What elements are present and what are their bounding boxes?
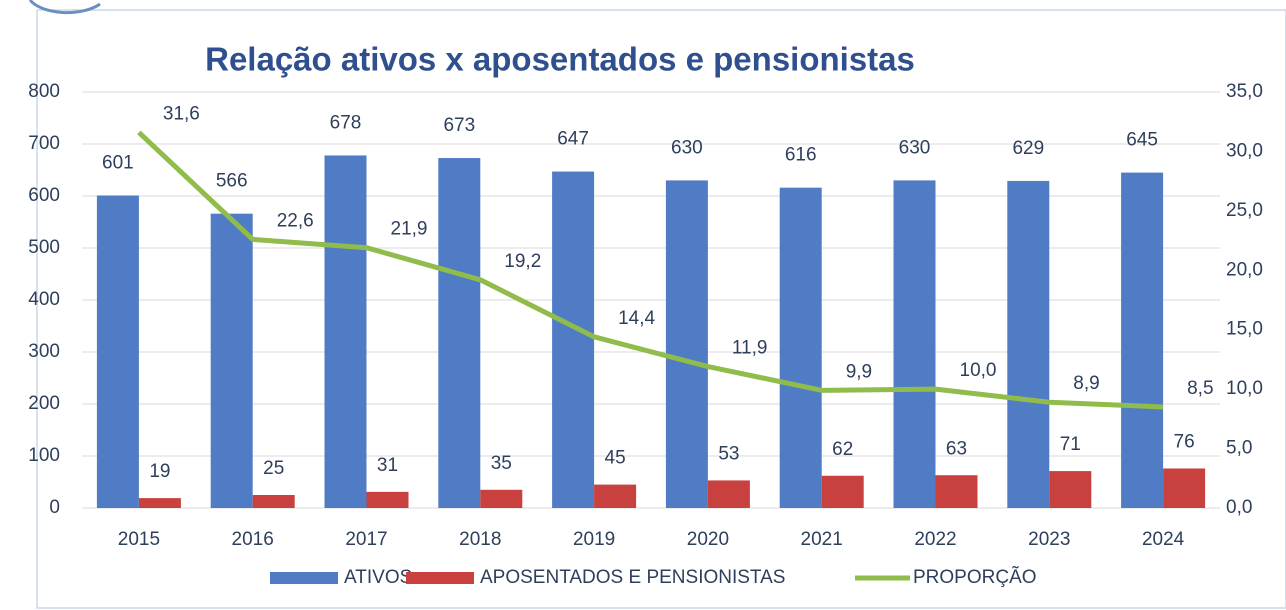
chart-frame — [36, 9, 1286, 609]
logo — [28, 0, 101, 15]
data-label: 76 — [1174, 431, 1195, 452]
x-tick-label: 2020 — [687, 529, 729, 550]
x-tick-label: 2017 — [345, 529, 387, 550]
bar — [594, 484, 637, 508]
data-label: 10,0 — [960, 360, 997, 381]
data-label: 678 — [330, 112, 362, 133]
data-label: 19,2 — [504, 251, 541, 272]
bar — [665, 180, 708, 508]
data-label: 616 — [785, 145, 817, 166]
y2-tick-label: 20,0 — [1226, 259, 1263, 280]
bar — [779, 187, 822, 508]
bar — [138, 498, 181, 508]
data-label: 14,4 — [618, 308, 655, 329]
x-tick-label: 2022 — [914, 529, 956, 550]
y2-tick-label: 25,0 — [1226, 200, 1263, 221]
x-tick-label: 2019 — [573, 529, 615, 550]
data-label: 19 — [149, 461, 170, 482]
bar — [1121, 172, 1164, 508]
y2-tick-label: 0,0 — [1226, 497, 1252, 518]
bar — [552, 171, 595, 508]
x-tick-label: 2018 — [459, 529, 501, 550]
data-label: 673 — [443, 115, 475, 136]
y-tick-label: 400 — [28, 289, 60, 310]
data-label: 22,6 — [277, 210, 314, 231]
y-tick-label: 600 — [28, 185, 60, 206]
data-label: 31 — [377, 455, 398, 476]
bar — [1163, 468, 1206, 508]
data-label: 630 — [671, 137, 703, 158]
data-label: 62 — [832, 439, 853, 460]
legend-swatch — [270, 572, 338, 584]
y-tick-label: 300 — [28, 341, 60, 362]
bar — [210, 213, 253, 508]
bar — [252, 495, 295, 508]
legend-label: PROPORÇÃO — [913, 566, 1037, 588]
data-label: 647 — [557, 129, 589, 150]
data-label: 566 — [216, 171, 248, 192]
x-tick-label: 2024 — [1142, 529, 1185, 550]
legend-label: APOSENTADOS E PENSIONISTAS — [480, 567, 785, 588]
data-label: 629 — [1012, 138, 1044, 159]
data-label: 8,9 — [1073, 373, 1099, 394]
data-label: 11,9 — [732, 338, 768, 359]
bar — [1007, 180, 1050, 509]
y2-tick-label: 30,0 — [1226, 140, 1263, 161]
y-tick-label: 100 — [28, 445, 60, 466]
y-tick-label: 0 — [49, 497, 60, 518]
chart-title: Relação ativos x aposentados e pensionis… — [205, 41, 915, 78]
bar — [1049, 471, 1092, 508]
data-label: 71 — [1060, 434, 1081, 455]
y-tick-label: 800 — [28, 81, 60, 102]
data-label: 9,9 — [846, 361, 872, 382]
bar — [324, 155, 367, 508]
y-tick-label: 500 — [28, 237, 60, 258]
legend-label: ATIVOS — [344, 567, 412, 588]
data-label: 31,6 — [163, 103, 200, 124]
data-label: 35 — [491, 453, 512, 474]
x-tick-label: 2023 — [1028, 529, 1070, 550]
bar — [480, 489, 523, 508]
data-label: 601 — [102, 152, 134, 173]
bar — [96, 195, 139, 509]
y2-tick-label: 5,0 — [1226, 438, 1252, 459]
y2-tick-label: 35,0 — [1226, 81, 1263, 102]
legend-swatch — [406, 572, 474, 584]
line — [137, 130, 1164, 410]
y-tick-label: 200 — [28, 393, 60, 414]
bar — [935, 475, 978, 508]
bar — [438, 158, 481, 509]
x-tick-label: 2015 — [118, 529, 160, 550]
data-label: 63 — [946, 438, 967, 459]
x-tick-label: 2021 — [801, 529, 843, 550]
data-label: 53 — [718, 443, 739, 464]
y2-tick-label: 15,0 — [1226, 319, 1263, 340]
data-label: 25 — [263, 458, 284, 479]
data-label: 645 — [1126, 130, 1158, 151]
bar — [821, 475, 864, 508]
data-label: 45 — [605, 448, 626, 469]
bar — [893, 180, 936, 508]
bar — [366, 491, 409, 508]
data-label: 630 — [899, 137, 931, 158]
x-tick-label: 2016 — [232, 529, 274, 550]
bar — [707, 480, 750, 508]
y-tick-label: 700 — [28, 133, 60, 154]
data-label: 8,5 — [1187, 378, 1213, 399]
data-label: 21,9 — [391, 219, 428, 240]
y2-tick-label: 10,0 — [1226, 378, 1263, 399]
